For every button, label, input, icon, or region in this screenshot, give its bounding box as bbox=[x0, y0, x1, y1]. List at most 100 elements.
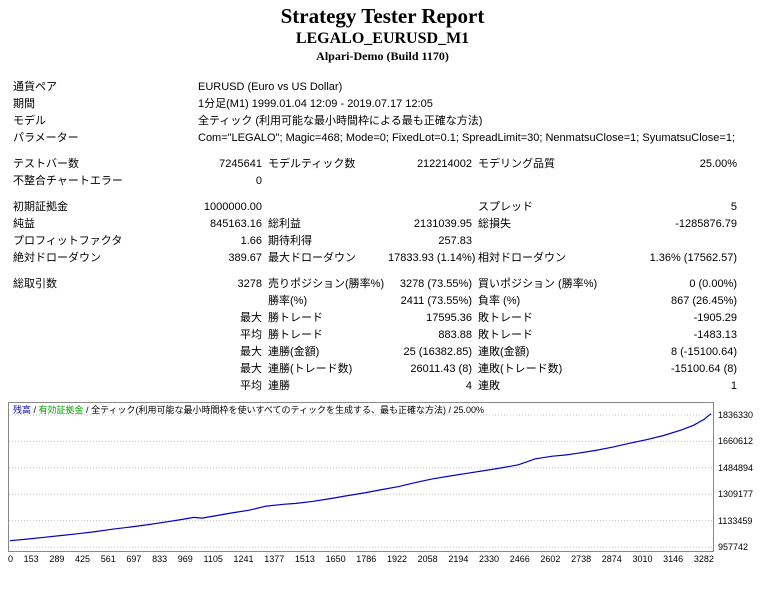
stat-row: 最大 連勝(トレード数) 26011.43 (8) 連敗(トレード数) -15100.6… bbox=[10, 360, 740, 377]
stat-value bbox=[385, 172, 475, 189]
stats-table-body: 通貨ペア EURUSD (Euro vs US Dollar) 期間 1分足(M1) … bbox=[10, 78, 740, 394]
stat-value: -1905.29 bbox=[693, 311, 738, 324]
x-axis-label: 561 bbox=[100, 554, 116, 564]
stat-label: 連勝(トレード数) bbox=[268, 362, 353, 375]
x-axis-label: 697 bbox=[126, 554, 142, 564]
stat-row: 平均 勝トレード 883.88 敗トレード -1483.13 bbox=[10, 326, 740, 343]
info-label: パラメーター bbox=[13, 131, 79, 144]
info-value: Com="LEGALO"; Magic=468; Mode=0; FixedLo… bbox=[198, 131, 736, 144]
x-axis-label: 2466 bbox=[509, 554, 530, 564]
stat-row: 絶対ドローダウン 389.67 最大ドローダウン 17833.93 (1.14%) 相対… bbox=[10, 249, 740, 266]
x-axis-label: 833 bbox=[152, 554, 168, 564]
stat-value: 1.66 bbox=[240, 234, 262, 247]
stat-label: 相対ドローダウン bbox=[478, 251, 566, 264]
stat-row: 最大 勝トレード 17595.36 敗トレード -1905.29 bbox=[10, 309, 740, 326]
stat-label: 総利益 bbox=[268, 217, 301, 230]
stat-value: 1.36% (17562.57) bbox=[649, 251, 738, 264]
y-axis-label: 957742 bbox=[718, 542, 749, 552]
stat-label bbox=[10, 360, 195, 377]
stat-row: 総取引数 3278 売りポジション(勝率%) 3278 (73.55%) 買いポジション… bbox=[10, 275, 740, 292]
info-row: 期間 1分足(M1) 1999.01.04 12:09 - 2019.07.17 … bbox=[10, 95, 740, 112]
legend-separator: / bbox=[83, 405, 92, 415]
y-axis-labels: 1836330 1660612 1484894 1309177 1133459 95774… bbox=[714, 402, 762, 552]
stat-label: 敗トレード bbox=[478, 311, 533, 324]
info-label: 通貨ペア bbox=[13, 80, 57, 93]
stat-label: 総取引数 bbox=[13, 277, 57, 290]
stat-value: 最大 bbox=[240, 311, 262, 324]
stat-label: 負率 (%) bbox=[478, 294, 521, 307]
stat-value: 0 (0.00%) bbox=[689, 277, 738, 290]
stat-value: 最大 bbox=[240, 345, 262, 358]
stat-label: 勝率(%) bbox=[268, 294, 308, 307]
x-axis-label: 0 bbox=[8, 554, 14, 564]
stat-label: 勝トレード bbox=[268, 311, 323, 324]
x-axis-label: 1377 bbox=[264, 554, 285, 564]
x-axis-label: 2194 bbox=[448, 554, 469, 564]
stat-value: 883.88 bbox=[438, 328, 472, 341]
x-axis-label: 1922 bbox=[386, 554, 407, 564]
x-axis-label: 3146 bbox=[663, 554, 684, 564]
stat-label: 連敗 bbox=[478, 379, 500, 392]
legend-equity: 有効証拠金 bbox=[38, 405, 84, 415]
stat-label: 連敗(トレード数) bbox=[478, 362, 563, 375]
stat-row: プロフィットファクタ 1.66 期待利得 257.83 bbox=[10, 232, 740, 249]
y-axis-label: 1484894 bbox=[718, 462, 754, 473]
chart-legend: 残高 / 有効証拠金 / 全ティック(利用可能な最小時間枠を使いすべてのティック… bbox=[13, 405, 484, 416]
stat-label: テストバー数 bbox=[13, 157, 79, 170]
stat-label bbox=[265, 198, 385, 215]
x-axis-label: 2874 bbox=[601, 554, 622, 564]
stat-row: 最大 連勝(金額) 25 (16382.85) 連敗(金額) 8 (-15100.64) bbox=[10, 343, 740, 360]
x-axis-label: 1786 bbox=[356, 554, 377, 564]
stat-value: 平均 bbox=[240, 379, 262, 392]
stat-value: -1483.13 bbox=[693, 328, 738, 341]
stat-value: 25.00% bbox=[699, 157, 738, 170]
stat-value: 389.67 bbox=[228, 251, 262, 264]
x-axis-label: 2602 bbox=[540, 554, 561, 564]
stat-label: 連敗(金額) bbox=[478, 345, 530, 358]
strategy-stats-table: 通貨ペア EURUSD (Euro vs US Dollar) 期間 1分足(M1) … bbox=[10, 78, 740, 394]
stat-value: 212214002 bbox=[416, 157, 472, 170]
info-row: 通貨ペア EURUSD (Euro vs US Dollar) bbox=[10, 78, 740, 95]
info-label: モデル bbox=[13, 114, 46, 127]
x-axis-label: 969 bbox=[177, 554, 193, 564]
stat-value: -1285876.79 bbox=[675, 217, 738, 230]
x-axis-label: 1650 bbox=[325, 554, 346, 564]
info-row: モデル 全ティック (利用可能な最小時間枠による最も正確な方法) bbox=[10, 112, 740, 129]
x-axis-label: 3010 bbox=[632, 554, 653, 564]
stat-value: 0 bbox=[255, 174, 262, 187]
y-axis-label: 1309177 bbox=[718, 489, 754, 500]
x-axis-label: 1241 bbox=[233, 554, 254, 564]
stat-label bbox=[10, 309, 195, 326]
x-axis-labels: 0 153 289 425 561 697 833 969 1105 1241 1377 1513 16… bbox=[8, 554, 714, 564]
stat-label: 初期証拠金 bbox=[13, 200, 68, 213]
spacer-cell bbox=[10, 266, 740, 275]
stat-label: 連勝 bbox=[268, 379, 290, 392]
stat-label: 勝トレード bbox=[268, 328, 323, 341]
stat-label: プロフィットファクタ bbox=[13, 234, 123, 247]
y-axis-label: 1660612 bbox=[718, 436, 754, 447]
stat-value: 1000000.00 bbox=[203, 200, 262, 213]
stat-value bbox=[195, 292, 265, 309]
stat-value bbox=[605, 172, 740, 189]
balance-curve bbox=[9, 413, 713, 548]
x-axis-label: 2738 bbox=[571, 554, 592, 564]
stat-label: 最大ドローダウン bbox=[268, 251, 356, 264]
stat-row: 不整合チャートエラー 0 bbox=[10, 172, 740, 189]
stat-value: 4 bbox=[465, 379, 472, 392]
spacer-cell bbox=[10, 146, 740, 155]
x-axis-label: 2330 bbox=[479, 554, 500, 564]
spacer-row bbox=[10, 146, 740, 155]
stat-value: 3278 (73.55%) bbox=[399, 277, 472, 290]
stat-value: 1 bbox=[730, 379, 738, 392]
stat-row: 純益 845163.16 総利益 2131039.95 総損失 -1285876.79 bbox=[10, 215, 740, 232]
stat-label bbox=[10, 326, 195, 343]
stat-label: モデリング品質 bbox=[478, 157, 555, 170]
stat-value: 最大 bbox=[240, 362, 262, 375]
stat-row: 平均 連勝 4 連敗 1 bbox=[10, 377, 740, 394]
x-axis-label: 1105 bbox=[203, 554, 223, 564]
y-axis-label: 1133459 bbox=[718, 515, 753, 526]
y-axis-label: 1836330 bbox=[718, 410, 754, 420]
page-title: Strategy Tester Report bbox=[280, 4, 485, 28]
stat-value bbox=[605, 232, 740, 249]
spacer-cell bbox=[10, 189, 740, 198]
